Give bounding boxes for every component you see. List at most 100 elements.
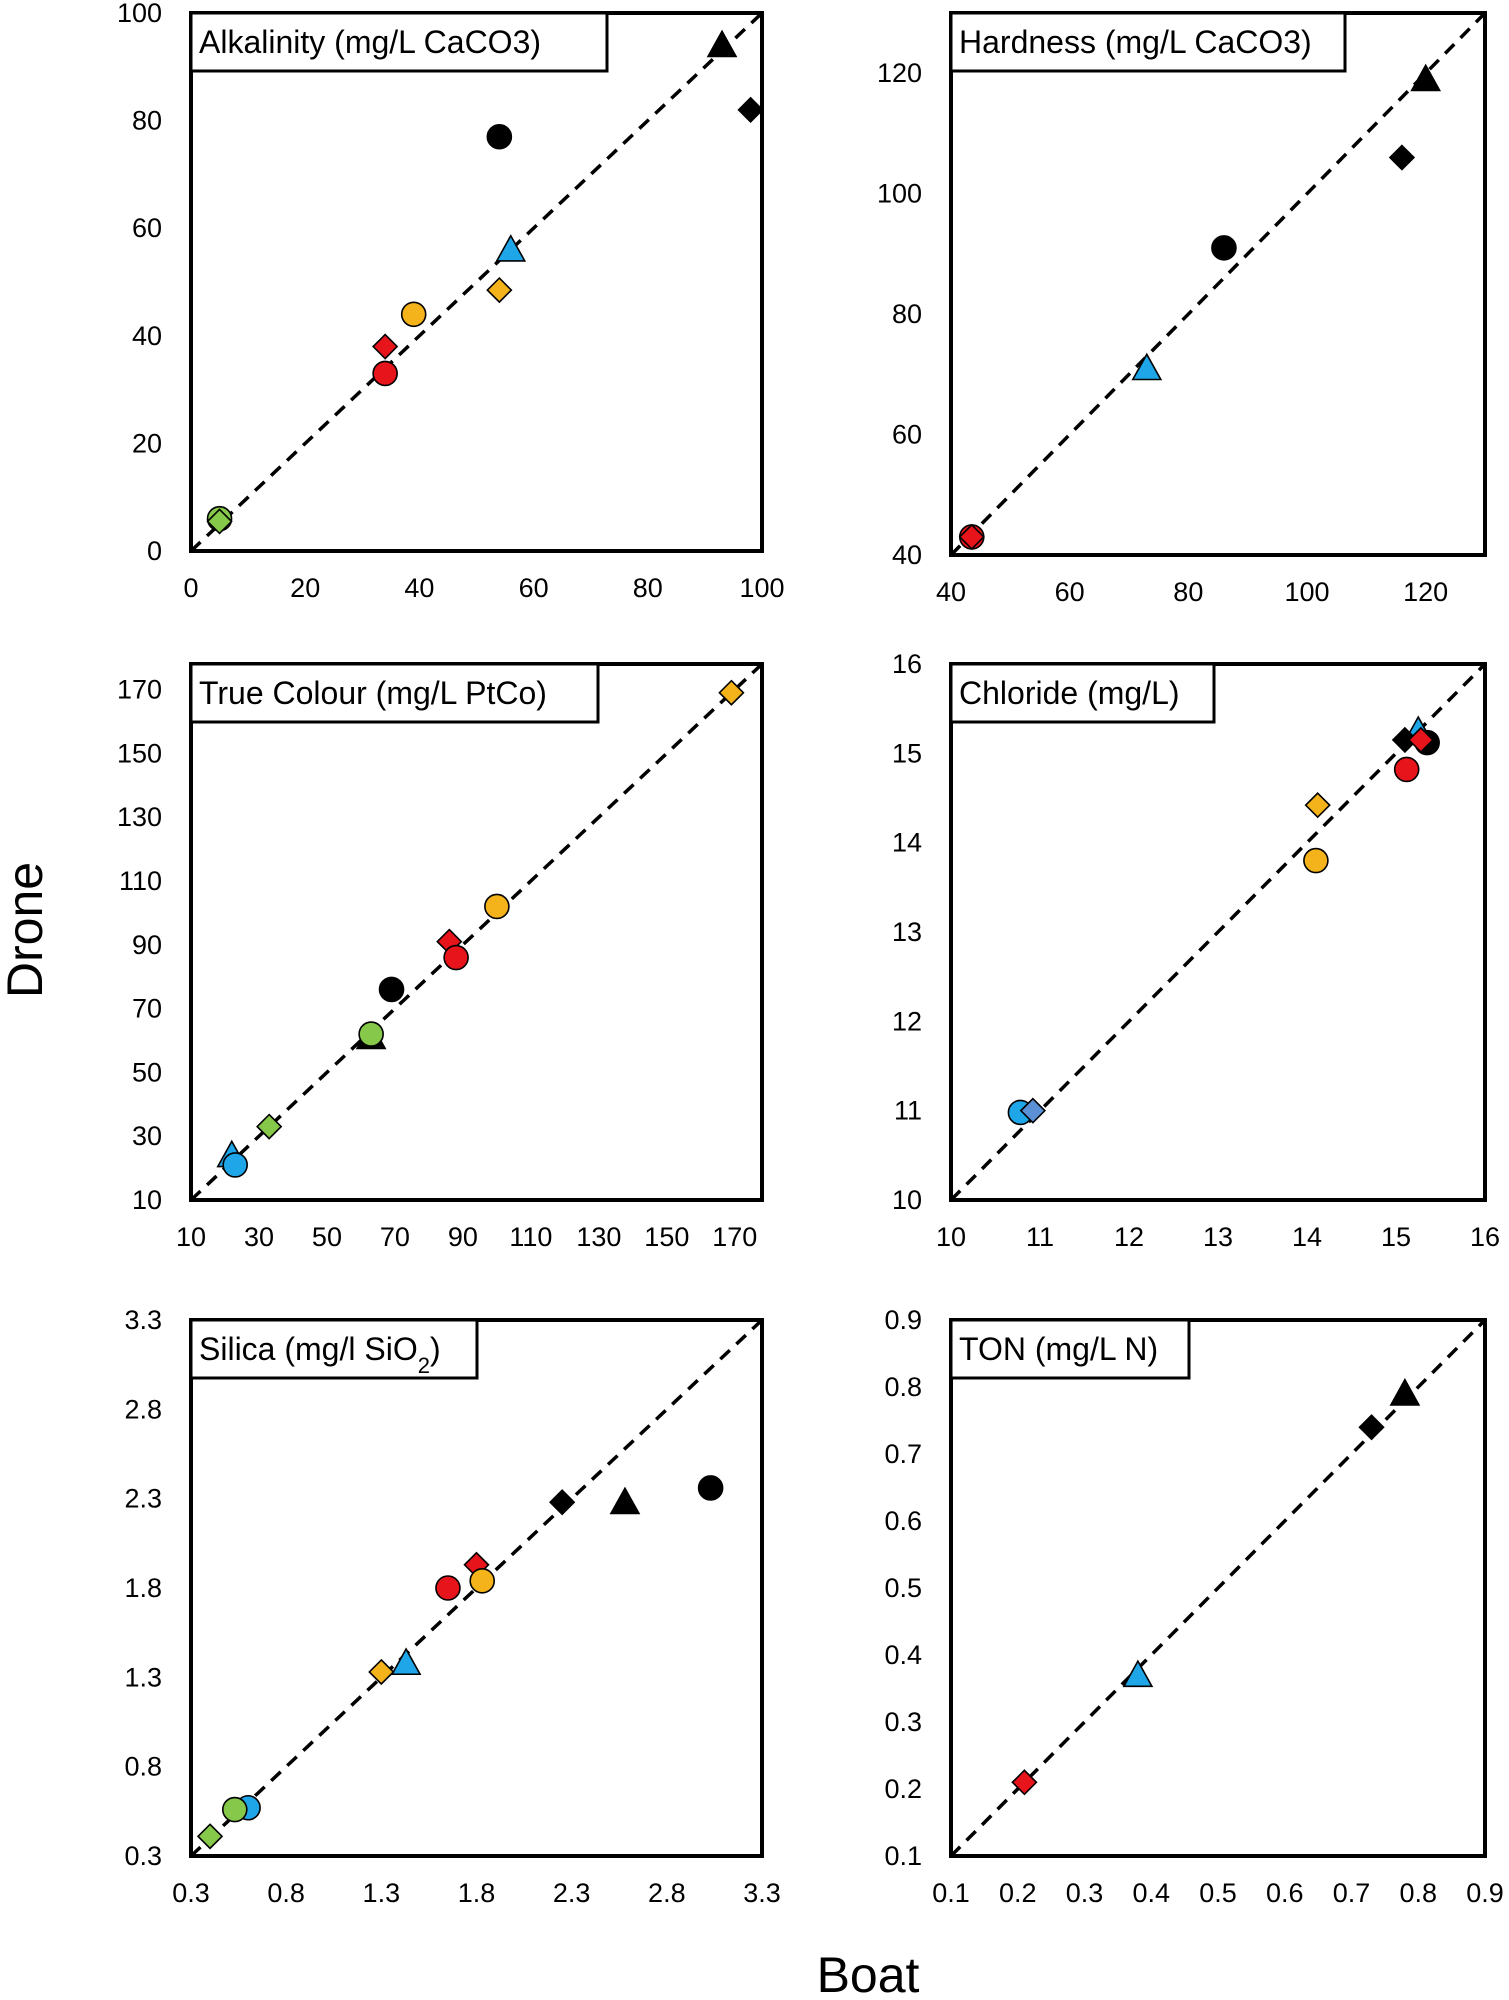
- panel-title: Hardness (mg/L CaCO3): [959, 24, 1312, 60]
- panel-title-box: [189, 662, 600, 724]
- panel-title-box: [949, 1318, 1191, 1380]
- x-tick-label: 20: [290, 573, 320, 603]
- data-point: [486, 276, 513, 304]
- data-point: [737, 96, 764, 123]
- plot-frame: [949, 1318, 1487, 1858]
- y-tick-label: 130: [117, 802, 162, 832]
- panel-title: Alkalinity (mg/L CaCO3): [199, 24, 541, 60]
- data-point: [1211, 235, 1237, 261]
- x-tick-label: 0.3: [1066, 1878, 1104, 1908]
- y-tick-label: 30: [132, 1121, 162, 1151]
- x-tick-label: 1.8: [458, 1878, 496, 1908]
- data-point: [372, 333, 399, 360]
- x-tick-label: 2.8: [648, 1878, 686, 1908]
- data-point: [706, 29, 738, 58]
- data-point: [549, 1489, 576, 1516]
- data-point: [1122, 1659, 1154, 1688]
- x-tick-label: 0.6: [1266, 1878, 1304, 1908]
- x-tick-label: 1.3: [363, 1878, 401, 1908]
- y-tick-label: 0.7: [884, 1439, 922, 1469]
- data-point: [1304, 792, 1331, 819]
- x-tick-label: 40: [404, 573, 434, 603]
- y-tick-label: 2.3: [124, 1484, 162, 1514]
- panel-title: Silica (mg/l SiO2): [199, 1331, 441, 1378]
- x-axis-title: Boat: [817, 1947, 920, 2000]
- x-tick-label: 110: [509, 1222, 552, 1252]
- identity-line: [949, 662, 1487, 1202]
- x-tick-label: 0.8: [1399, 1878, 1437, 1908]
- y-tick-label: 40: [132, 321, 162, 351]
- x-tick-label: 0.2: [999, 1878, 1037, 1908]
- y-tick-label: 120: [877, 58, 922, 88]
- x-tick-label: 15: [1381, 1222, 1411, 1252]
- data-point: [1407, 726, 1435, 754]
- panel-3: 10 30 50 70 90 110 130 150 170 10 30 50 70 90 110 130 15…: [117, 662, 764, 1252]
- panel-1: 0 20 40 60 80 100 0 20 40 60 80 100 Alkalinity (mg/L…: [117, 0, 785, 603]
- x-tick-label: 12: [1114, 1222, 1144, 1252]
- x-tick-label: 3.3: [743, 1878, 781, 1908]
- x-tick-label: 150: [644, 1222, 689, 1252]
- data-point: [222, 1152, 248, 1178]
- y-tick-label: 13: [892, 917, 922, 947]
- data-point: [372, 360, 398, 387]
- x-tick-label: 0.5: [1199, 1878, 1237, 1908]
- x-tick-label: 10: [936, 1222, 966, 1252]
- y-tick-label: 1.3: [124, 1662, 162, 1692]
- data-point: [1019, 1097, 1047, 1124]
- panel-title-box: [189, 11, 609, 73]
- y-tick-label: 0.3: [124, 1841, 162, 1871]
- y-tick-label: 0: [147, 536, 162, 566]
- data-point: [1303, 847, 1329, 874]
- x-tick-label: 170: [712, 1222, 757, 1252]
- x-tick-label: 60: [519, 573, 549, 603]
- data-point: [486, 123, 513, 150]
- y-tick-label: 60: [132, 213, 162, 243]
- y-tick-label: 70: [132, 994, 162, 1024]
- data-point: [1410, 63, 1442, 92]
- x-tick-label: 0.4: [1132, 1878, 1170, 1908]
- x-tick-label: 13: [1203, 1222, 1233, 1252]
- x-tick-label: 100: [739, 573, 784, 603]
- data-point: [1388, 144, 1416, 171]
- x-tick-label: 0: [183, 573, 198, 603]
- panel-grid: 0 20 40 60 80 100 0 20 40 60 80 100 Alkalinity (mg/L…: [117, 0, 1504, 1908]
- y-tick-label: 100: [877, 179, 922, 209]
- x-tick-label: 70: [380, 1222, 410, 1252]
- data-point: [718, 679, 745, 706]
- x-tick-label: 0.9: [1466, 1878, 1504, 1908]
- y-axis-title: Drone: [0, 862, 53, 998]
- plot-frame: [949, 662, 1487, 1202]
- y-tick-label: 16: [892, 649, 922, 679]
- data-point: [435, 1575, 461, 1601]
- x-tick-label: 40: [936, 577, 966, 607]
- y-tick-label: 10: [132, 1185, 162, 1215]
- data-point: [958, 523, 985, 551]
- x-tick-label: 130: [576, 1222, 621, 1252]
- y-tick-label: 0.4: [884, 1640, 922, 1670]
- x-tick-label: 10: [176, 1222, 206, 1252]
- panel-2: 40 60 80 100 120 40 60 80 100 120 Hardness (mg/L C…: [877, 11, 1487, 607]
- x-tick-label: 0.7: [1333, 1878, 1371, 1908]
- x-tick-label: 11: [1026, 1222, 1054, 1252]
- y-tick-label: 80: [892, 299, 922, 329]
- data-point: [1358, 1414, 1385, 1441]
- x-tick-label: 16: [1470, 1222, 1500, 1252]
- data-point: [484, 893, 510, 920]
- data-point: [368, 1658, 395, 1686]
- data-point: [390, 1647, 422, 1676]
- y-tick-label: 3.3: [124, 1305, 162, 1335]
- y-tick-label: 0.8: [124, 1752, 162, 1782]
- panel-4: 10 11 12 13 14 15 16 10 11 12 13 14 15 16 Chloride (mg…: [892, 649, 1500, 1252]
- data-point: [378, 976, 405, 1003]
- data-point: [443, 944, 469, 971]
- y-tick-label: 50: [132, 1057, 162, 1087]
- data-point: [1389, 1378, 1421, 1406]
- data-point: [400, 301, 427, 328]
- data-point: [495, 234, 527, 262]
- panel-title: Chloride (mg/L): [959, 675, 1180, 711]
- panel-6: 0.1 0.2 0.3 0.4 0.5 0.6 0.7 0.8 0.9 0.1 0.2 0.3 0.4 0…: [884, 1305, 1503, 1908]
- y-tick-label: 170: [117, 675, 162, 705]
- x-tick-label: 0.1: [932, 1878, 970, 1908]
- data-point: [196, 1823, 224, 1850]
